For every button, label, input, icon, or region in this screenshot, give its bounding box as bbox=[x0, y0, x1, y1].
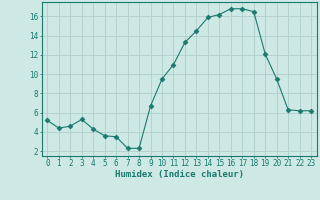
X-axis label: Humidex (Indice chaleur): Humidex (Indice chaleur) bbox=[115, 170, 244, 179]
